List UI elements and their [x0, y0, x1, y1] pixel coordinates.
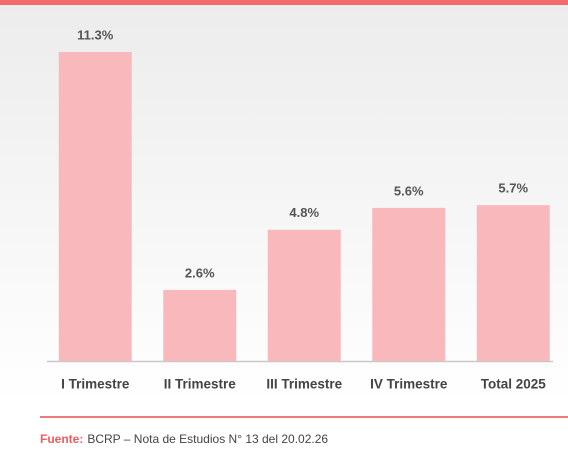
x-tick-label: IV Trimestre — [370, 377, 448, 392]
bar — [163, 289, 237, 361]
bar — [476, 205, 550, 361]
data-label: 5.7% — [498, 181, 528, 196]
x-tick-label: III Trimestre — [266, 377, 342, 392]
bar — [58, 52, 132, 361]
bar — [267, 229, 341, 361]
x-tick-label: Total 2025 — [481, 377, 547, 392]
footer-text: BCRP – Nota de Estudios N° 13 del 20.02.… — [87, 432, 328, 446]
footer-label: Fuente: — [40, 432, 83, 446]
data-label: 11.3% — [77, 27, 114, 42]
data-label: 4.8% — [289, 205, 319, 220]
x-tick-label: I Trimestre — [61, 377, 130, 392]
x-tick-label: II Trimestre — [164, 377, 237, 392]
bar — [372, 207, 446, 361]
data-label: 2.6% — [185, 265, 215, 280]
footer: Fuente: BCRP – Nota de Estudios N° 13 del… — [40, 432, 328, 446]
top-border — [0, 0, 568, 5]
data-label: 5.6% — [394, 183, 424, 198]
